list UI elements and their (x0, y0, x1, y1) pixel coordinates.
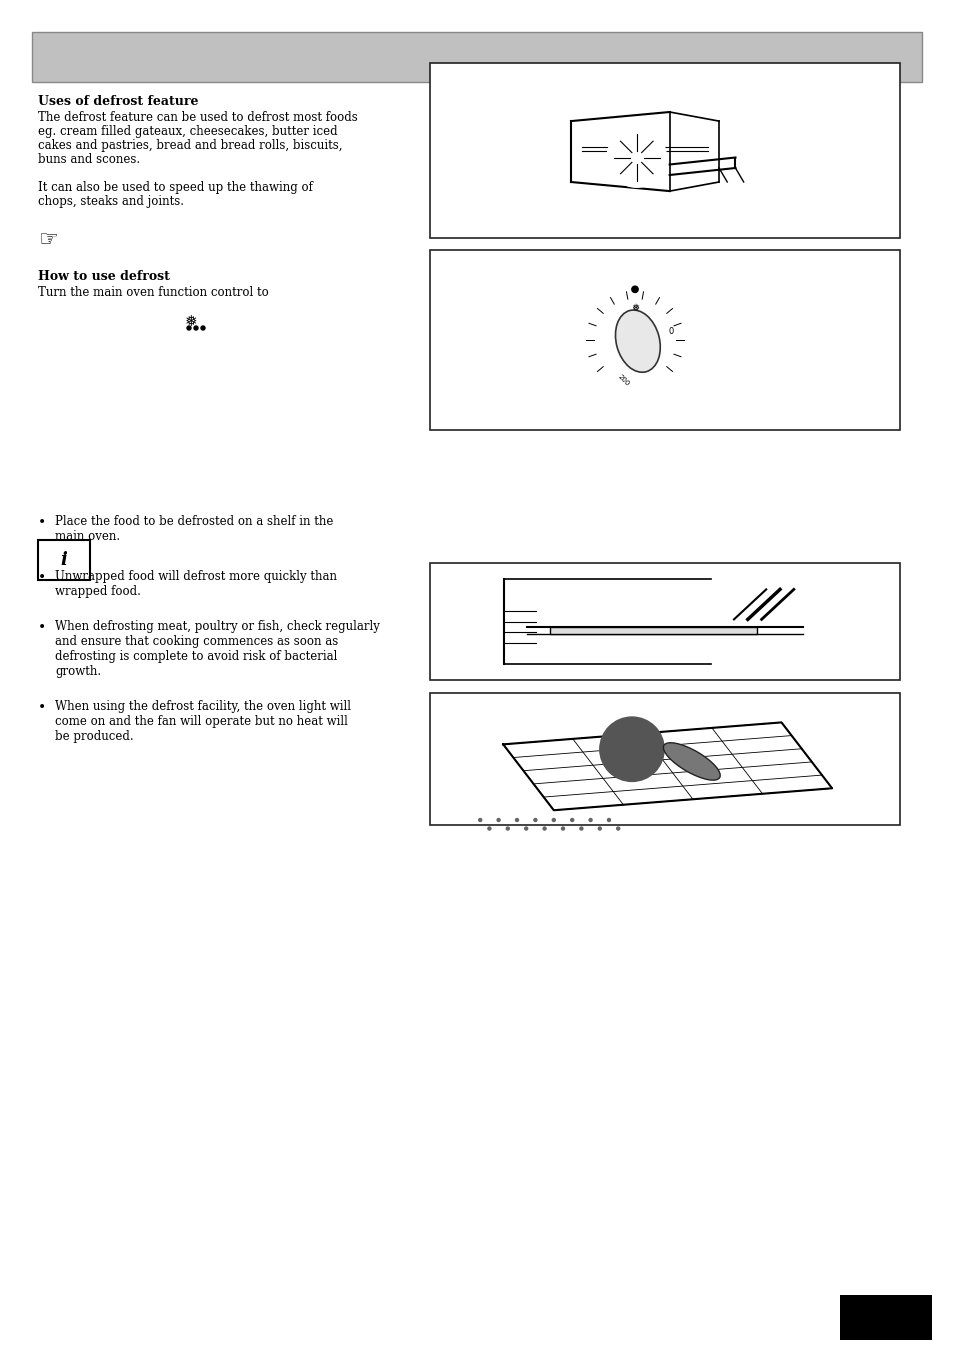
Bar (550, 627, 757, 635)
Text: How to use defrost: How to use defrost (38, 270, 170, 282)
Bar (430, 250, 899, 430)
Circle shape (594, 300, 675, 381)
Circle shape (570, 819, 573, 821)
Circle shape (577, 282, 692, 397)
Bar (38, 540, 90, 580)
Circle shape (497, 819, 499, 821)
Text: It can also be used to speed up the thawing of: It can also be used to speed up the thaw… (38, 181, 313, 195)
Ellipse shape (615, 309, 659, 373)
Circle shape (193, 326, 198, 330)
Circle shape (506, 827, 509, 830)
Text: •: • (38, 620, 46, 634)
Text: 0: 0 (667, 327, 673, 336)
Circle shape (552, 819, 555, 821)
Text: cakes and pastries, bread and bread rolls, biscuits,: cakes and pastries, bread and bread roll… (38, 139, 342, 153)
Bar (840, 1296, 931, 1340)
Text: When defrosting meat, poultry or fish, check regularly
and ensure that cooking c: When defrosting meat, poultry or fish, c… (55, 620, 379, 678)
Circle shape (631, 286, 638, 292)
Circle shape (534, 819, 537, 821)
Circle shape (561, 827, 564, 830)
Circle shape (607, 819, 610, 821)
Text: Place the food to be defrosted on a shelf in the
main oven.: Place the food to be defrosted on a shel… (55, 515, 333, 543)
Circle shape (542, 827, 545, 830)
Circle shape (606, 128, 666, 186)
Bar (430, 563, 899, 680)
Circle shape (616, 827, 619, 830)
Text: The defrost feature can be used to defrost most foods: The defrost feature can be used to defro… (38, 111, 357, 124)
Circle shape (201, 326, 205, 330)
Text: i: i (60, 551, 68, 569)
Circle shape (515, 819, 518, 821)
Circle shape (598, 827, 600, 830)
Text: ☞: ☞ (38, 230, 58, 250)
Ellipse shape (662, 743, 720, 780)
Circle shape (524, 827, 527, 830)
Text: buns and scones.: buns and scones. (38, 153, 140, 166)
Text: •: • (38, 700, 46, 713)
Text: •: • (38, 515, 46, 530)
Bar (32, 32, 921, 82)
Text: When using the defrost facility, the oven light will
come on and the fan will op: When using the defrost facility, the ove… (55, 700, 351, 743)
Circle shape (579, 827, 582, 830)
Text: Turn the main oven function control to: Turn the main oven function control to (38, 286, 269, 299)
Text: eg. cream filled gateaux, cheesecakes, butter iced: eg. cream filled gateaux, cheesecakes, b… (38, 126, 337, 138)
Text: 200: 200 (616, 373, 630, 388)
Text: ❅: ❅ (185, 313, 197, 330)
Text: ❅: ❅ (630, 304, 639, 313)
Circle shape (478, 819, 481, 821)
Text: Unwrapped food will defrost more quickly than
wrapped food.: Unwrapped food will defrost more quickly… (55, 570, 336, 598)
Circle shape (589, 819, 592, 821)
Text: chops, steaks and joints.: chops, steaks and joints. (38, 195, 184, 208)
Text: Uses of defrost feature: Uses of defrost feature (38, 95, 198, 108)
Text: •: • (38, 570, 46, 584)
Bar (430, 693, 899, 825)
Circle shape (599, 717, 663, 781)
Bar (430, 63, 899, 238)
Circle shape (187, 326, 191, 330)
Circle shape (487, 827, 491, 830)
